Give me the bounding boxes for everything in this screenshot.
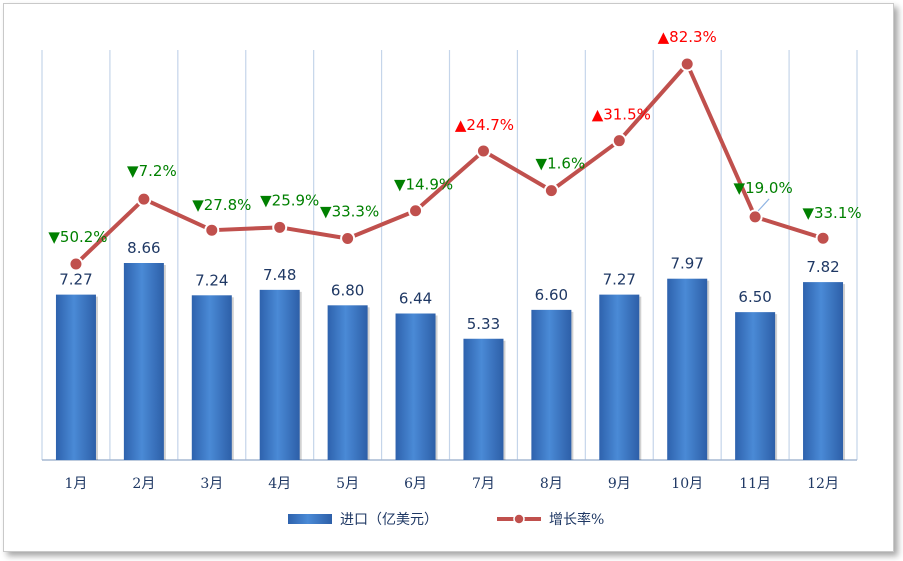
growth-point xyxy=(136,191,152,207)
bar-11月 xyxy=(735,312,776,460)
bar-2月 xyxy=(123,263,164,460)
growth-point xyxy=(747,209,763,225)
growth-rate-label: ▼19.0% xyxy=(734,179,793,197)
bar-value-label: 6.80 xyxy=(331,281,364,299)
x-tick-label: 9月 xyxy=(608,476,631,492)
x-tick-label: 3月 xyxy=(200,476,223,492)
x-tick-label: 12月 xyxy=(807,476,839,492)
x-tick-label: 7月 xyxy=(472,476,495,492)
growth-point xyxy=(679,56,695,72)
growth-rate-label: ▼14.9% xyxy=(394,176,453,194)
growth-rate-line xyxy=(74,62,824,266)
growth-point xyxy=(815,230,831,246)
growth-rate-label: ▲31.5% xyxy=(592,106,651,124)
bar-value-label: 6.44 xyxy=(399,290,432,308)
legend-label-growth: 增长率% xyxy=(549,511,604,528)
bar-value-label: 7.24 xyxy=(195,271,228,289)
bar-1月 xyxy=(55,294,96,460)
bar-12月 xyxy=(803,282,844,460)
bar-5月 xyxy=(327,305,368,460)
bar-3月 xyxy=(191,295,232,460)
bar-6月 xyxy=(395,313,436,460)
bar-value-label: 6.60 xyxy=(535,286,568,304)
x-tick-label: 10月 xyxy=(671,476,703,492)
legend-line-marker xyxy=(513,513,525,525)
bar-10月 xyxy=(667,278,708,460)
growth-point xyxy=(204,222,220,238)
bar-9月 xyxy=(599,294,640,460)
growth-rate-label: ▼33.1% xyxy=(802,204,861,222)
x-tick-label: 2月 xyxy=(132,476,155,492)
growth-rate-label: ▼50.2% xyxy=(48,228,107,246)
label-leader-line xyxy=(757,198,770,212)
growth-point xyxy=(272,219,288,235)
growth-rate-label: ▼7.2% xyxy=(127,162,177,180)
bar-4月 xyxy=(259,289,300,460)
x-tick-label: 5月 xyxy=(336,476,359,492)
growth-point xyxy=(611,133,627,149)
growth-point xyxy=(543,183,559,199)
x-tick-label: 6月 xyxy=(404,476,427,492)
growth-point xyxy=(408,203,424,219)
x-tick-label: 4月 xyxy=(268,476,291,492)
growth-rate-label: ▼33.3% xyxy=(320,202,379,220)
growth-point xyxy=(475,143,491,159)
growth-rate-label: ▼27.8% xyxy=(192,196,251,214)
growth-point xyxy=(340,230,356,246)
bar-8月 xyxy=(531,309,572,460)
growth-rate-label: ▲82.3% xyxy=(658,28,717,46)
growth-rate-label: ▼1.6% xyxy=(536,155,586,173)
bar-value-label: 7.27 xyxy=(603,271,636,289)
legend-label-import: 进口（亿美元） xyxy=(340,512,438,528)
growth-rate-label: ▼25.9% xyxy=(260,191,319,209)
x-tick-label: 8月 xyxy=(540,476,563,492)
growth-rate-label: ▲24.7% xyxy=(455,116,514,134)
x-tick-label: 1月 xyxy=(64,476,87,492)
bar-value-label: 6.50 xyxy=(738,288,771,306)
x-tick-label: 11月 xyxy=(739,476,771,492)
bar-value-label: 7.82 xyxy=(806,258,839,276)
bar-value-label: 7.97 xyxy=(671,255,704,273)
bar-value-label: 8.66 xyxy=(127,239,160,257)
bar-value-label: 7.27 xyxy=(59,271,92,289)
bar-value-label: 7.48 xyxy=(263,266,296,284)
legend-bar-swatch xyxy=(288,514,332,524)
bar-7月 xyxy=(463,338,504,460)
growth-point xyxy=(68,256,84,272)
bar-value-label: 5.33 xyxy=(467,315,500,333)
